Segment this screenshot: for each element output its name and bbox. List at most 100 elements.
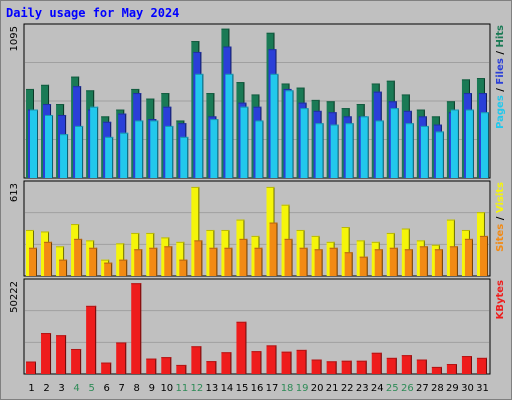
legend-bottom: KBytes [495,280,506,319]
bar-visits-10-edge-top [161,237,170,239]
bar-pages-6-edge-right [112,136,114,178]
bar-kbytes-31-edge-right [485,357,487,374]
x-tick-label-14: 14 [221,383,234,394]
bar-files-24-edge-top [373,91,382,93]
bar-sites-5 [89,247,98,276]
bar-hits-23-edge-top [356,104,365,106]
bar-files-9-edge-top [148,119,157,121]
bar-pages-7-edge-top [120,132,129,134]
bar-sites-3-edge-top [59,259,68,261]
bar-visits-9-edge-top [146,232,155,234]
bar-kbytes-5-edge-right [95,305,97,374]
legend-item: Pages [495,95,506,129]
bar-visits-7-edge-top [116,243,125,245]
bar-sites-15-edge-top [239,238,248,240]
bar-hits-18-edge-top [281,83,290,85]
bar-pages-7 [120,132,129,178]
bar-kbytes-17 [266,345,277,374]
legend-item: / [495,48,506,59]
bar-hits-20-edge-top [311,99,320,101]
bar-pages-19-edge-right [307,108,309,178]
bar-files-8-edge-top [133,93,142,95]
bar-hits-30-edge-top [461,79,470,81]
bar-kbytes-1-edge-right [35,361,36,374]
bar-pages-21-edge-top [330,124,339,126]
bar-kbytes-23-edge-right [365,360,367,374]
bar-sites-4-edge-top [74,238,83,240]
bar-kbytes-14-edge-right [230,352,232,374]
bar-hits-10-edge-top [161,93,170,95]
x-tick-label-24: 24 [371,383,384,394]
bar-kbytes-12 [191,346,202,374]
bar-kbytes-15-edge-right [245,321,247,374]
bar-sites-20-edge-right [321,249,323,276]
bar-pages-3-edge-right [67,134,69,178]
bar-pages-26-edge-top [405,123,414,125]
bar-visits-24-edge-top [371,241,380,243]
bar-sites-8-edge-right [141,249,143,276]
bar-kbytes-2 [41,333,52,374]
bar-pages-29-edge-right [457,109,459,178]
x-tick-label-20: 20 [311,383,324,394]
bar-pages-17-edge-top [270,73,279,75]
bar-sites-12-edge-top [194,240,203,242]
bar-kbytes-11-edge-top [176,364,187,366]
bar-files-15-edge-top [238,102,247,104]
bar-pages-10-edge-right [172,125,174,178]
bar-hits-9-edge-top [146,98,155,100]
bar-pages-18-edge-right [292,90,294,178]
bar-pages-1-edge-right [37,109,38,178]
bar-sites-1-edge-top [29,247,37,249]
bar-visits-12 [191,186,200,276]
bar-pages-23 [360,116,369,178]
bar-pages-13-edge-right [217,119,219,178]
bar-kbytes-4-edge-top [71,348,82,350]
bar-kbytes-5 [86,305,97,374]
legend-item: Files [495,58,506,84]
bar-pages-28-edge-top [435,131,444,133]
bar-pages-25-edge-top [390,108,399,110]
bar-visits-25-edge-top [386,232,395,234]
bar-kbytes-12-edge-top [191,346,202,348]
bar-visits-1-edge-top [26,229,34,231]
bar-visits-22 [341,227,350,276]
bar-pages-17-edge-right [277,73,279,178]
bar-sites-20 [314,249,323,276]
x-tick-label-15: 15 [236,383,249,394]
bar-sites-21 [329,247,338,276]
bar-pages-21 [330,124,339,178]
bar-visits-6-edge-top [101,259,110,261]
bar-hits-14-edge-top [221,28,230,30]
bar-sites-31-edge-right [486,235,488,276]
bar-pages-5-edge-right [97,106,99,178]
bar-files-17-edge-top [268,49,277,51]
bar-kbytes-24 [371,352,382,374]
bar-sites-5-edge-top [89,247,98,249]
legend-middle: Sites / Visits [495,182,506,252]
x-tick-label-29: 29 [446,383,459,394]
bar-kbytes-8 [131,283,142,374]
bar-sites-23-edge-right [366,256,368,276]
bar-files-2-edge-top [43,104,52,106]
bar-pages-5-edge-top [90,106,99,108]
bar-sites-30-edge-right [471,238,473,276]
bar-visits-22-edge-top [341,227,350,229]
bar-files-21-edge-top [328,112,337,114]
bar-sites-14 [224,247,233,276]
x-tick-label-13: 13 [206,383,219,394]
bar-pages-9 [150,120,159,178]
bar-pages-3-edge-top [60,134,69,136]
bar-hits-13-edge-top [206,93,215,95]
bar-visits-15-edge-top [236,219,245,221]
bar-pages-17 [270,73,279,178]
bar-kbytes-17-edge-right [275,345,277,374]
bar-kbytes-18 [281,351,292,374]
x-tick-label-11: 11 [175,383,188,394]
bar-kbytes-21-edge-right [335,361,337,374]
bar-sites-30-edge-top [464,238,473,240]
bar-files-16-edge-top [253,106,262,108]
bar-sites-4 [74,238,83,276]
bar-kbytes-8-edge-right [140,283,142,374]
bar-sites-9-edge-right [156,247,158,276]
bar-pages-3 [60,134,69,178]
